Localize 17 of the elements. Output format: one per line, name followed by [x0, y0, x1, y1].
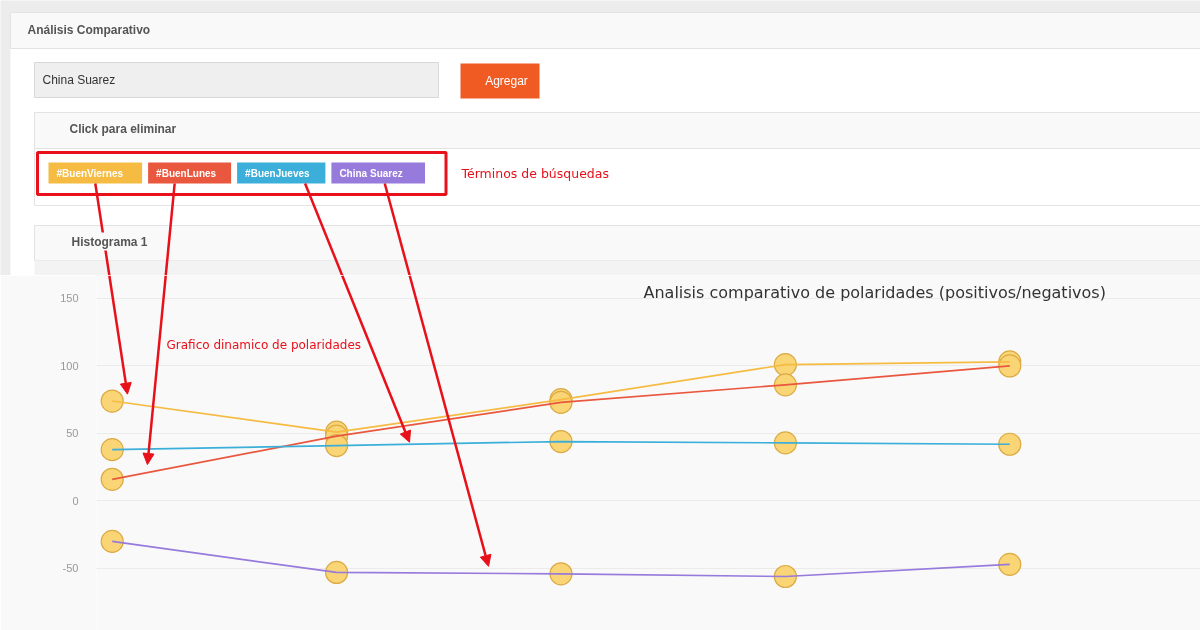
text: Click para eliminar	[69, 121, 177, 136]
text: Analisis comparativo de polaridades (positivos/negativos)	[643, 283, 1106, 302]
y-tick-label: 100	[60, 359, 79, 372]
text: China Suarez	[339, 168, 403, 179]
text: Histograma 1	[71, 234, 148, 249]
text: #BuenLunes	[156, 168, 217, 179]
text: #BuenJueves	[245, 168, 311, 179]
text: Términos de búsquedas	[460, 166, 609, 181]
y-tick-label: 0	[72, 494, 79, 507]
text: Agregar	[485, 74, 528, 88]
y-tick-label: -50	[62, 562, 79, 575]
annotation: Grafico dinamico de polaridades	[166, 337, 362, 352]
y-tick-label: 150	[60, 292, 79, 305]
text: #BuenViernes	[56, 168, 124, 179]
y-tick-label: 50	[66, 427, 79, 440]
text: China Suarez	[42, 72, 116, 87]
text: Análisis Comparativo	[27, 22, 151, 37]
